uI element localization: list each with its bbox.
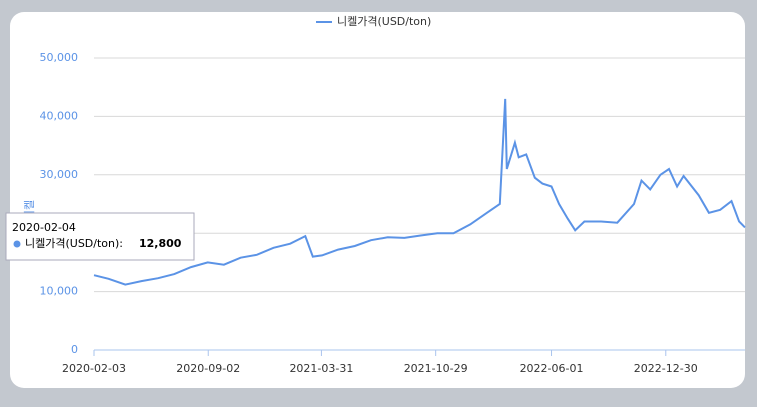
panel: [10, 12, 745, 388]
y-tick-label: 0: [71, 343, 78, 356]
tooltip-label: 니켈가격(USD/ton):: [25, 237, 123, 250]
y-tick-label: 30,000: [40, 168, 79, 181]
tooltip-title: 2020-02-04: [12, 221, 76, 234]
x-tick-label: 2021-03-31: [289, 362, 353, 375]
y-tick-label: 10,000: [40, 285, 79, 298]
x-tick-label: 2022-06-01: [520, 362, 584, 375]
legend-label: 니켈가격(USD/ton): [337, 15, 431, 28]
tooltip-box: [5, 212, 195, 261]
x-tick-label: 2021-10-29: [404, 362, 468, 375]
y-tick-label: 40,000: [40, 109, 79, 122]
x-tick-label: 2020-09-02: [176, 362, 240, 375]
tooltip-value: 12,800: [139, 237, 182, 250]
x-tick-label: 2020-02-03: [62, 362, 126, 375]
x-tick-label: 2022-12-30: [634, 362, 698, 375]
tooltip-dot: [13, 240, 21, 248]
tooltip: 2020-02-04 니켈가격(USD/ton): 12,800: [5, 212, 195, 261]
line: [93, 98, 746, 286]
y-tick-label: 50,000: [40, 51, 79, 64]
